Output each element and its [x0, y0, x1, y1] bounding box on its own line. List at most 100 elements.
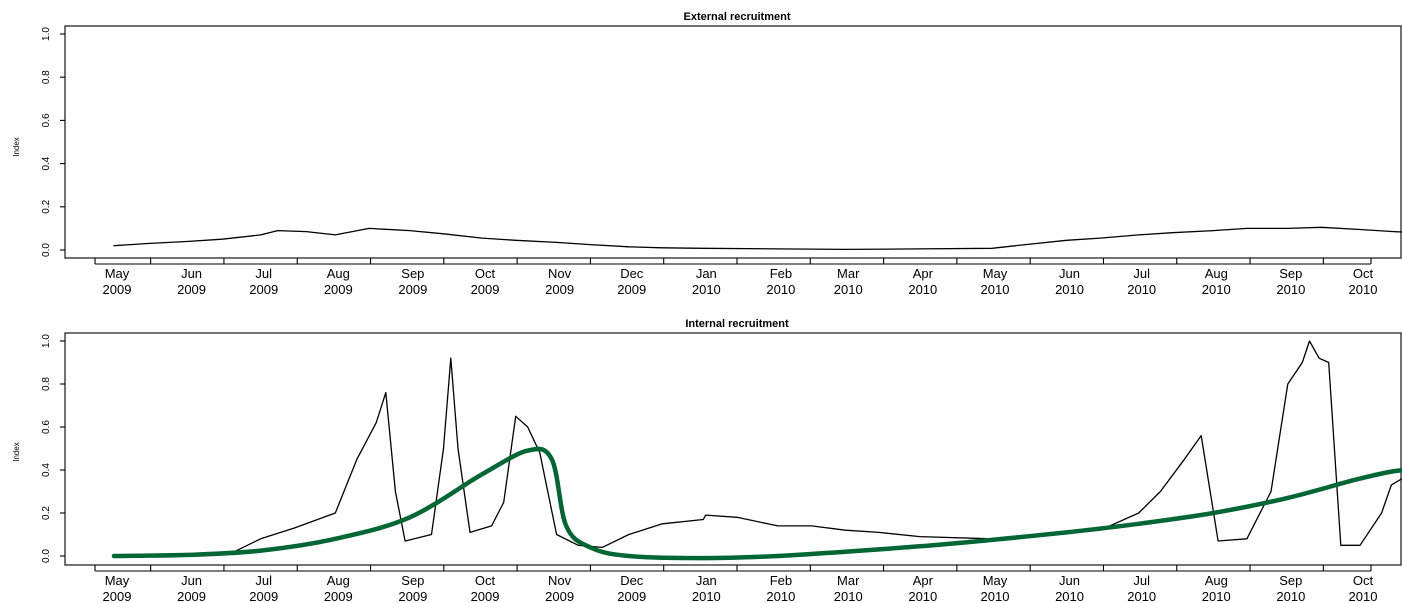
x-tick-year: 2009 — [249, 589, 278, 603]
x-tick-year: 2009 — [249, 282, 278, 297]
x-tick-month: Nov — [548, 573, 572, 588]
x-tick-month: Sep — [1279, 573, 1302, 588]
x-tick-year: 2009 — [617, 282, 646, 297]
x-tick-month: Jan — [696, 266, 717, 281]
x-tick-year: 2009 — [398, 589, 427, 603]
y-tick-label: 0.6 — [41, 420, 52, 434]
x-tick-month: Aug — [1205, 573, 1228, 588]
x-tick-month: Sep — [401, 573, 424, 588]
series-group — [111, 340, 1402, 561]
x-tick-year: 2009 — [398, 282, 427, 297]
x-tick-year: 2010 — [834, 589, 863, 603]
chart-title: External recruitment — [684, 11, 791, 23]
y-tick-label: 0.0 — [41, 549, 52, 563]
x-tick-year: 2010 — [1055, 282, 1084, 297]
x-tick-month: Apr — [913, 266, 934, 281]
x-tick-year: 2009 — [471, 282, 500, 297]
plot-frame — [64, 332, 1402, 566]
x-tick-year: 2009 — [103, 282, 132, 297]
x-tick-month: Sep — [1279, 266, 1302, 281]
internal-recruitment-panel: Internal recruitment Index 0.00.20.40.60… — [12, 318, 1402, 603]
x-tick-year: 2010 — [908, 589, 937, 603]
x-tick-year: 2010 — [766, 589, 795, 603]
x-tick-month: Mar — [837, 266, 860, 281]
x-tick-year: 2010 — [908, 282, 937, 297]
x-tick-year: 2009 — [617, 589, 646, 603]
series-group — [113, 226, 1402, 251]
x-tick-year: 2009 — [471, 589, 500, 603]
y-tick-label: 0.2 — [41, 506, 52, 520]
x-tick-year: 2010 — [1276, 282, 1305, 297]
y-axis: 0.0 0.2 0.4 0.6 0.8 1.0 — [41, 27, 65, 257]
x-tick-year: 2010 — [1276, 589, 1305, 603]
y-tick-label: 1.0 — [41, 27, 52, 41]
x-tick-month: Mar — [837, 573, 860, 588]
x-tick-month: Jun — [181, 266, 202, 281]
plot-frame — [64, 25, 1402, 259]
x-tick-month: May — [105, 266, 130, 281]
x-tick-year: 2010 — [692, 589, 721, 603]
x-axis: May2009Jun2009Jul2009Aug2009Sep2009Oct20… — [94, 565, 1378, 603]
x-tick-month: Jun — [1059, 573, 1080, 588]
x-tick-year: 2010 — [1349, 282, 1378, 297]
series-line — [113, 340, 1402, 557]
series-line — [113, 226, 1402, 251]
x-tick-month: Jun — [1059, 266, 1080, 281]
y-axis: 0.0 0.2 0.4 0.6 0.8 1.0 — [41, 334, 65, 563]
x-tick-month: Oct — [475, 573, 496, 588]
x-tick-month: Oct — [1353, 573, 1374, 588]
x-tick-month: Jan — [696, 573, 717, 588]
x-tick-month: May — [983, 573, 1008, 588]
x-tick-year: 2010 — [1127, 589, 1156, 603]
x-tick-month: Oct — [1353, 266, 1374, 281]
x-tick-month: Jul — [255, 266, 272, 281]
y-tick-label: 0.2 — [41, 199, 52, 213]
y-axis-label: Index — [12, 137, 21, 157]
x-tick-month: Dec — [620, 266, 644, 281]
x-tick-month: Jul — [1133, 573, 1150, 588]
x-tick-year: 2009 — [177, 589, 206, 603]
x-tick-year: 2010 — [1202, 282, 1231, 297]
x-tick-month: Feb — [770, 573, 792, 588]
x-tick-month: Dec — [620, 573, 644, 588]
y-tick-label: 0.8 — [41, 377, 52, 391]
x-tick-year: 2009 — [545, 589, 574, 603]
x-tick-year: 2009 — [177, 282, 206, 297]
external-recruitment-panel: External recruitment Index 0.00.20.40.60… — [12, 11, 1402, 297]
y-tick-label: 0.4 — [41, 463, 52, 477]
x-tick-month: Jul — [1133, 266, 1150, 281]
x-tick-year: 2010 — [766, 282, 795, 297]
y-tick-label: 1.0 — [41, 334, 52, 348]
series-line-smoothed — [111, 446, 1402, 561]
chart-title: Internal recruitment — [685, 318, 789, 330]
x-tick-year: 2009 — [545, 282, 574, 297]
x-tick-year: 2010 — [1349, 589, 1378, 603]
x-axis: May2009Jun2009Jul2009Aug2009Sep2009Oct20… — [94, 258, 1378, 297]
y-tick-label: 0.4 — [41, 156, 52, 170]
y-tick-label: 0.6 — [41, 113, 52, 127]
y-tick-label: 0.0 — [41, 243, 52, 257]
y-axis-label: Index — [12, 442, 21, 462]
x-tick-year: 2010 — [1127, 282, 1156, 297]
x-tick-month: Sep — [401, 266, 424, 281]
y-tick-label: 0.8 — [41, 70, 52, 84]
x-tick-month: Nov — [548, 266, 572, 281]
x-tick-year: 2010 — [1202, 589, 1231, 603]
x-tick-year: 2009 — [324, 589, 353, 603]
x-tick-year: 2009 — [324, 282, 353, 297]
x-tick-month: Apr — [913, 573, 934, 588]
x-tick-year: 2009 — [103, 589, 132, 603]
x-tick-month: Aug — [1205, 266, 1228, 281]
x-tick-year: 2010 — [692, 282, 721, 297]
x-tick-month: Oct — [475, 266, 496, 281]
x-tick-month: Jun — [181, 573, 202, 588]
x-tick-month: Aug — [327, 573, 350, 588]
x-tick-month: Jul — [255, 573, 272, 588]
x-tick-year: 2010 — [981, 282, 1010, 297]
x-tick-month: May — [105, 573, 130, 588]
x-tick-month: Aug — [327, 266, 350, 281]
x-tick-year: 2010 — [1055, 589, 1084, 603]
x-tick-month: May — [983, 266, 1008, 281]
x-tick-year: 2010 — [981, 589, 1010, 603]
